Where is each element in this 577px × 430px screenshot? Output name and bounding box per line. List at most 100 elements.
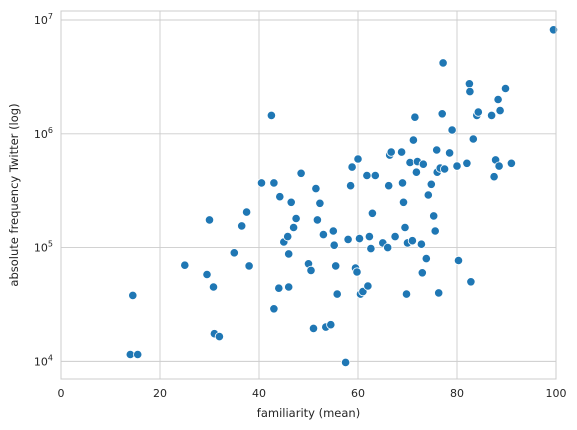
data-point <box>329 240 339 250</box>
data-point <box>462 158 472 168</box>
data-point <box>506 158 516 168</box>
data-point <box>473 107 483 117</box>
data-point <box>331 261 341 271</box>
data-point <box>208 282 219 292</box>
data-point <box>401 289 412 299</box>
y-tick-base: 10 <box>34 242 48 255</box>
data-point <box>444 148 455 158</box>
data-point <box>500 83 511 94</box>
data-point <box>493 94 503 105</box>
data-point <box>345 181 356 191</box>
data-point <box>418 159 428 169</box>
data-point <box>133 349 143 360</box>
x-tick-label: 100 <box>546 387 567 400</box>
data-point <box>343 234 353 244</box>
data-point <box>362 170 372 181</box>
x-tick-label: 40 <box>252 387 266 400</box>
data-point <box>423 190 433 200</box>
data-point <box>275 192 285 202</box>
data-point <box>390 232 400 242</box>
y-tick-label: 105 <box>34 240 53 255</box>
data-point <box>410 112 420 122</box>
data-point <box>411 167 421 177</box>
data-point <box>128 290 138 300</box>
data-point <box>437 109 447 119</box>
data-point <box>495 106 505 116</box>
data-point <box>370 170 380 181</box>
y-tick-base: 10 <box>34 14 48 27</box>
data-point <box>417 268 427 278</box>
data-point <box>311 184 321 194</box>
data-point <box>439 164 450 174</box>
data-point <box>398 197 409 207</box>
y-tick-exponent: 6 <box>48 126 53 135</box>
data-point <box>291 213 301 224</box>
x-tick-label: 80 <box>450 387 464 400</box>
data-point <box>354 234 365 244</box>
data-point <box>286 197 296 207</box>
data-point <box>489 172 499 182</box>
data-point <box>318 230 328 240</box>
plot-frame <box>60 10 557 380</box>
data-point <box>284 249 294 259</box>
data-point <box>315 198 325 208</box>
data-point <box>308 323 319 333</box>
data-point <box>296 168 306 178</box>
data-point <box>426 179 436 189</box>
data-point <box>429 211 439 221</box>
data-point <box>274 283 284 293</box>
data-point <box>244 261 254 271</box>
data-point <box>328 226 338 236</box>
data-point <box>283 232 293 242</box>
data-point <box>421 254 431 264</box>
y-tick-label: 106 <box>34 126 53 141</box>
data-point <box>464 79 474 89</box>
data-point <box>408 135 418 145</box>
data-point <box>416 239 426 249</box>
data-point <box>466 277 476 287</box>
data-point <box>363 281 373 291</box>
data-point <box>367 208 377 218</box>
data-point <box>494 161 504 171</box>
data-point <box>306 265 316 275</box>
data-point <box>366 244 376 254</box>
data-point <box>430 226 440 236</box>
data-point <box>204 215 215 225</box>
y-tick-exponent: 4 <box>48 353 53 362</box>
y-tick-label: 107 <box>34 12 53 27</box>
data-point <box>326 320 336 330</box>
data-point <box>340 357 351 367</box>
data-point <box>266 110 276 121</box>
data-point <box>288 222 299 233</box>
y-tick-exponent: 7 <box>48 12 53 21</box>
data-point <box>269 178 279 188</box>
y-tick-base: 10 <box>34 355 48 368</box>
y-tick-label: 104 <box>34 353 53 368</box>
x-axis-label: familiarity (mean) <box>257 406 360 420</box>
data-point <box>434 288 444 298</box>
data-point <box>486 110 497 121</box>
data-point <box>202 269 212 280</box>
data-point <box>465 87 475 97</box>
data-point <box>229 248 239 258</box>
data-point <box>383 243 393 253</box>
x-tick-label: 20 <box>153 387 167 400</box>
data-point <box>352 267 362 277</box>
x-tick-labels: 0 20 40 60 80 100 <box>58 387 567 400</box>
plot-border <box>60 10 557 380</box>
data-points <box>125 25 559 367</box>
data-point <box>347 162 357 172</box>
data-point <box>269 304 279 314</box>
data-point <box>332 289 342 299</box>
data-point <box>384 181 394 191</box>
data-point <box>353 154 363 164</box>
data-point <box>397 178 408 188</box>
y-tick-base: 10 <box>34 128 48 141</box>
data-point <box>312 215 322 225</box>
data-point <box>237 221 247 231</box>
data-point <box>453 255 464 266</box>
x-tick-label: 60 <box>351 387 365 400</box>
